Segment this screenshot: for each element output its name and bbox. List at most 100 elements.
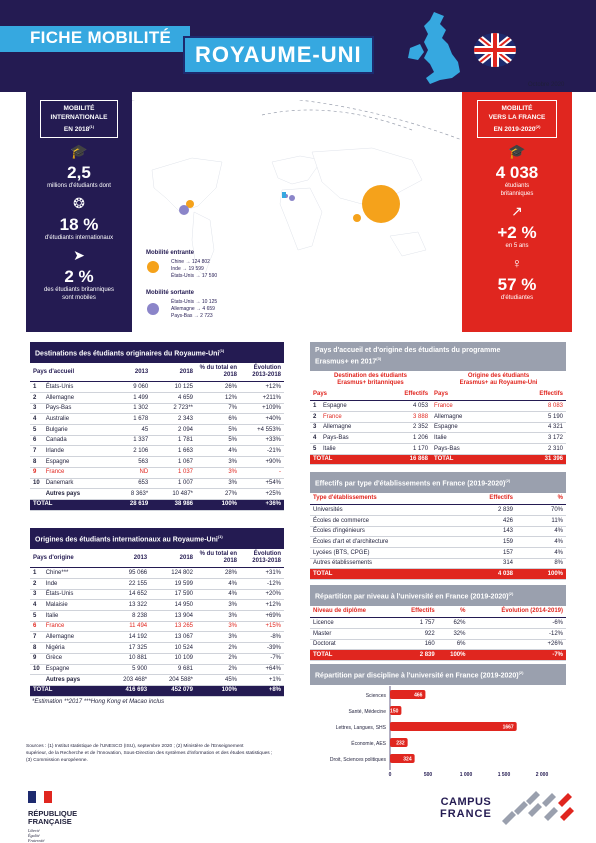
value-cell: 10 524 xyxy=(150,642,196,654)
marianne-icon xyxy=(28,791,52,803)
rank-cell: 8 xyxy=(30,642,43,654)
value-cell: 2 094 xyxy=(151,424,196,436)
country-cell: Inde xyxy=(42,578,105,590)
country-cell: États-Unis xyxy=(42,589,105,601)
col-2013: 2013 xyxy=(104,549,151,569)
right-panel-title-l2: VERS LA FRANCE xyxy=(488,114,546,121)
value-cell: 5% xyxy=(196,435,240,447)
value-cell: 7% xyxy=(196,403,240,415)
bubble-entrante-etats-unis xyxy=(186,200,194,208)
total-students-value: 2,5 xyxy=(67,163,91,183)
uk-marker-icon xyxy=(282,192,286,198)
international-share-label: d'étudiants internationaux xyxy=(44,235,114,242)
rank-cell: 8 xyxy=(30,456,43,468)
table-row: 2 Inde 22 155 19 599 4% -12% xyxy=(30,578,284,590)
total-cell: 100% xyxy=(437,649,469,662)
value-cell: 3% xyxy=(196,621,240,633)
value-cell: 653 xyxy=(110,478,152,490)
campus-line1: CAMPUS xyxy=(440,796,492,808)
value-cell: 3% xyxy=(196,467,240,479)
niveau-title-text: Répartition par niveau à l'université en… xyxy=(315,593,509,601)
value-cell: -8% xyxy=(240,631,284,644)
legend-sortante-title: Mobilité sortante xyxy=(146,290,195,296)
value-cell: -12% xyxy=(240,578,284,590)
value-cell: 1 678 xyxy=(110,413,152,426)
value-cell: 9 060 xyxy=(110,381,152,394)
value-cell: 4% xyxy=(196,578,240,590)
graduation-cap-icon: 🎓 xyxy=(70,143,88,160)
table-row: 10 Danemark 653 1 007 3% +54% xyxy=(30,478,284,490)
legend-sortante-swatch xyxy=(147,303,159,315)
value-cell: 2 343 xyxy=(151,413,196,426)
erasmus-left-head-l2: Erasmus+ britanniques xyxy=(337,380,404,387)
republique-francaise-logo: RÉPUBLIQUE FRANÇAISE Liberté Égalité Fra… xyxy=(28,790,77,843)
value-cell: 6% xyxy=(196,413,240,426)
x-tick-label: 2 000 xyxy=(536,772,549,778)
etab-col-type: Type d'établissements xyxy=(310,493,461,506)
rank-cell: 5 xyxy=(30,424,43,436)
value-cell: 1 663 xyxy=(151,445,196,458)
right-panel-title-l3: EN 2019-2020 xyxy=(493,126,536,134)
value-cell: 13 265 xyxy=(150,621,196,633)
mobile-share-label-l1: des étudiants britanniques xyxy=(43,287,115,294)
table-row: 3 États-Unis 14 652 17 590 4% +20% xyxy=(30,589,284,601)
value-cell: 14 652 xyxy=(104,589,151,601)
bar-category-label: Lettres, Langues, SHS xyxy=(336,725,387,731)
value-cell: 13 904 xyxy=(150,610,196,622)
campus-france-mark-icon xyxy=(501,791,574,825)
erasmus-left-head-l1: Destination des étudiants xyxy=(334,373,408,380)
value-cell: 8% xyxy=(516,558,566,570)
value-cell: +64% xyxy=(240,664,284,676)
value-cell: 1 206 xyxy=(379,432,432,445)
country-cell: Malaisie xyxy=(42,599,105,612)
table-row: Autres pays 203 468* 204 588* 45% +1% xyxy=(30,674,284,686)
value-cell: +1% xyxy=(240,674,284,686)
value-cell: -12% xyxy=(468,628,566,640)
country-cell: Allemagne xyxy=(42,392,111,404)
rf-motto: Liberté Égalité Fraternité xyxy=(28,828,77,843)
discipline-bar xyxy=(390,690,426,699)
value-cell: 4% xyxy=(516,547,566,559)
country-cell: Espagne xyxy=(431,422,504,434)
x-tick-label: 1 000 xyxy=(460,772,473,778)
table-row: 9 Grèce 10 881 10 109 2% -7% xyxy=(30,653,284,665)
total-cell: 452 079 xyxy=(150,685,196,697)
value-cell: +69% xyxy=(240,610,284,622)
value-cell: +211% xyxy=(240,392,284,404)
country-cell: Pays-Bas xyxy=(320,432,380,445)
bubble-sortante-etats-unis xyxy=(179,205,189,215)
total-cell: 31 396 xyxy=(503,454,566,466)
origines-title-sup: (1) xyxy=(217,534,223,539)
right-panel-title: MOBILITÉ VERS LA FRANCE EN 2019-2020(2) xyxy=(477,100,557,139)
value-cell: 2% xyxy=(196,664,240,676)
niveau-col-evol: Évolution (2014-2019) xyxy=(468,606,566,619)
table-row: Autres établissements 314 8% xyxy=(310,558,566,570)
value-cell: 95 066 xyxy=(104,567,151,580)
niveau-table: Répartition par niveau à l'université en… xyxy=(310,585,566,662)
value-cell: 1 007 xyxy=(151,478,196,490)
total-cell: 100% xyxy=(516,568,566,581)
value-cell: +26% xyxy=(468,639,566,651)
table-notes: *Estimation **2017 ***Hong Kong et Macao… xyxy=(32,699,165,705)
table-row: 7 Irlande 2 106 1 663 4% -21% xyxy=(30,445,284,458)
table-row: 6 Canada 1 337 1 781 5% +33% xyxy=(30,435,284,447)
mobile-share-label-l2: sont mobiles xyxy=(62,295,96,302)
value-cell: 11% xyxy=(516,515,566,527)
value-cell: +4 553% xyxy=(240,424,284,436)
erasmus-right-head: Origine des étudiants Erasmus+ au Royaume… xyxy=(431,371,566,389)
edition-date: Octobre 2020 xyxy=(528,82,565,88)
value-cell: 1 302 xyxy=(110,403,152,415)
left-panel-title-l1: MOBILITÉ xyxy=(63,105,95,112)
country-cell: Australie xyxy=(42,413,111,426)
value-cell: 62% xyxy=(437,617,469,630)
discipline-bar xyxy=(390,706,402,715)
value-cell: -6% xyxy=(468,617,566,630)
erasmus-title-sup: (3) xyxy=(376,356,382,361)
label-cell: Écoles d'art et d'architecture xyxy=(310,536,461,549)
discipline-title-text: Répartition par discipline à l'universit… xyxy=(315,672,519,680)
uk-flag-icon xyxy=(474,33,516,67)
value-cell: 13 322 xyxy=(104,599,151,612)
discipline-section: Répartition par discipline à l'universit… xyxy=(310,664,566,686)
rank-cell xyxy=(30,674,43,686)
value-cell: 426 xyxy=(460,515,516,527)
